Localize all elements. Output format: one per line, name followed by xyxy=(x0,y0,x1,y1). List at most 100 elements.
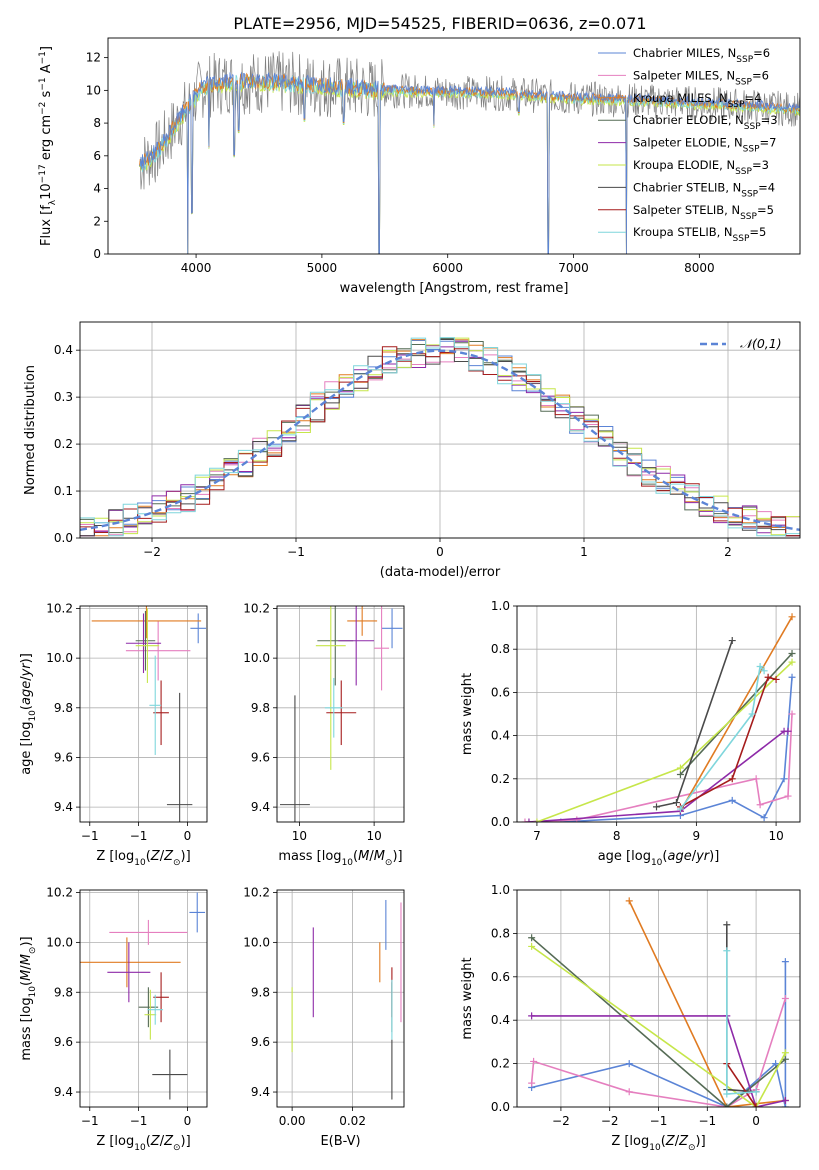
label-part: = xyxy=(749,225,759,239)
label-part: , N xyxy=(728,113,744,127)
weight-point-marker xyxy=(728,637,736,645)
y-tick-label: 10.2 xyxy=(243,885,270,899)
weight-point-marker xyxy=(788,710,796,718)
label-part: )] xyxy=(696,1134,706,1149)
legend-entry: 𝒩(0,1) xyxy=(740,336,782,351)
label-part: SSP xyxy=(744,122,761,132)
y-tick-label: 0.4 xyxy=(54,343,73,357)
weight-point-marker xyxy=(723,1103,731,1107)
weight-point-marker xyxy=(573,816,581,822)
y-tick-label: 0.6 xyxy=(491,970,510,984)
label-part: , N xyxy=(720,46,736,60)
x-tick-label: 8000 xyxy=(684,261,715,275)
label-part: −2 xyxy=(38,102,48,115)
weight-series-line xyxy=(530,998,787,1107)
label-part: / xyxy=(675,1134,680,1149)
plot-area xyxy=(528,897,789,1107)
axes-frame xyxy=(276,889,405,1108)
y-tick-label: 0.0 xyxy=(54,531,73,545)
label-part: ( xyxy=(19,981,34,986)
weight-series-line xyxy=(531,937,786,1107)
label-part: Flux [f xyxy=(39,205,54,246)
x-axis-label: E(B-V) xyxy=(320,1134,360,1149)
x-tick-label: 10 xyxy=(292,829,307,843)
model-spectrum-line xyxy=(139,72,800,254)
weight-point-marker xyxy=(781,995,789,1002)
y-tick-label: 9.4 xyxy=(54,800,73,814)
x-tick-label: −2 xyxy=(552,1114,570,1128)
x-tick-label: 0 xyxy=(752,1114,760,1128)
plot-area xyxy=(91,606,207,822)
weight-point-marker xyxy=(528,1012,536,1020)
y-tick-label: 0.2 xyxy=(491,772,510,786)
x-tick-label: 0 xyxy=(184,1114,192,1128)
x-tick-label: −1 xyxy=(81,829,99,843)
label-part: Z xyxy=(150,1134,161,1149)
weight-point-marker xyxy=(728,796,736,804)
label-part: Z xyxy=(665,1134,676,1149)
label-part: )] xyxy=(181,1134,191,1149)
legend-entry: Salpeter ELODIE, NSSP=7 xyxy=(633,136,776,155)
weight-point-marker xyxy=(625,1060,633,1068)
x-tick-label: 5000 xyxy=(307,261,338,275)
y-tick-label: 0.2 xyxy=(54,437,73,451)
y-tick-label: 9.6 xyxy=(54,750,73,764)
weight-series-line xyxy=(680,676,777,808)
y-tick-label: 9.8 xyxy=(54,985,73,999)
label-part: = xyxy=(744,91,754,105)
label-part: )] xyxy=(19,653,34,663)
label-part: ( xyxy=(662,849,667,864)
y-axis-label: age [log10(age/yr)] xyxy=(19,653,38,775)
axes-frame xyxy=(79,321,801,539)
weight-series-line xyxy=(679,664,765,810)
legend-model-name: Salpeter MILES xyxy=(633,68,719,82)
weight-point-marker xyxy=(533,818,541,822)
weight-point-marker xyxy=(752,1103,760,1107)
y-axis-label: mass weight xyxy=(460,673,475,755)
weight-point-marker xyxy=(788,613,796,621)
label-part: erg cm xyxy=(39,115,54,164)
y-axis-label: Normed distribution xyxy=(23,365,38,495)
label-part: )] xyxy=(181,849,191,864)
y-tick-label: 0.0 xyxy=(491,815,510,829)
y-tick-label: 10.0 xyxy=(46,935,73,949)
label-part: M xyxy=(19,954,34,965)
weight-series-line xyxy=(536,661,793,822)
label-part: / xyxy=(369,849,374,864)
panel-residuals: −2 −1 0 1 2 0.0 0.1 0.2 0.3 0.4 (data-model)/error… xyxy=(23,321,801,580)
legend-nssp: 3 xyxy=(762,158,769,172)
weight-series-line xyxy=(726,924,757,1093)
plot-area xyxy=(80,892,206,1100)
y-tick-label: 9.6 xyxy=(251,750,270,764)
legend-nssp: 6 xyxy=(763,46,770,60)
label-part: age [log xyxy=(598,849,651,864)
weight-series-line xyxy=(656,640,733,808)
legend-entry: Kroupa STELIB, NSSP=5 xyxy=(633,225,766,244)
legend-nssp: 4 xyxy=(768,180,775,194)
weight-point-marker xyxy=(521,818,529,822)
legend-model-name: Chabrier ELODIE xyxy=(633,113,728,127)
model-spectrum-line xyxy=(139,73,800,254)
label-part: M xyxy=(19,970,34,981)
x-axis-label: wavelength [Angstrom, rest frame] xyxy=(340,281,569,296)
x-tick-label: 7 xyxy=(533,829,541,843)
weight-point-marker xyxy=(784,727,792,735)
label-part: , N xyxy=(712,91,728,105)
weight-series-line xyxy=(531,961,787,1107)
weight-point-marker xyxy=(525,818,533,822)
y-tick-label: 10.2 xyxy=(46,885,73,899)
label-part: 10 xyxy=(39,183,54,200)
x-tick-label: 10 xyxy=(768,829,783,843)
legend-entry: Chabrier STELIB, NSSP=4 xyxy=(633,180,775,199)
y-tick-label: 0.0 xyxy=(491,1100,510,1114)
label-part: / xyxy=(692,849,697,864)
legend-model-name: Kroupa MILES xyxy=(633,91,712,105)
label-part: = xyxy=(752,68,762,82)
x-axis-label: mass [log10(M/M⊙)] xyxy=(278,849,402,868)
y-tick-label: 9.4 xyxy=(54,1085,73,1099)
y-tick-label: 4 xyxy=(93,182,101,196)
weight-point-marker xyxy=(672,799,680,807)
x-axis-label: Z [log10(Z/Z⊙)] xyxy=(611,1134,705,1153)
